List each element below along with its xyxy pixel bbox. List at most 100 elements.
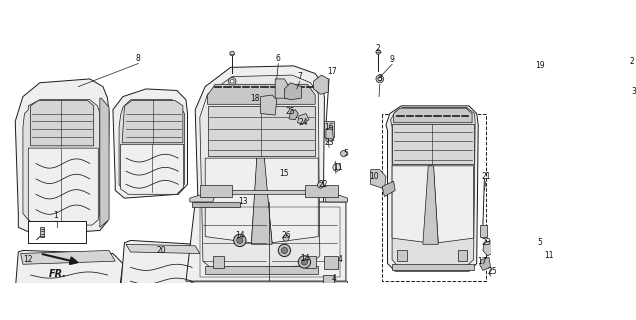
Polygon shape	[480, 257, 490, 270]
Circle shape	[376, 50, 380, 54]
Polygon shape	[207, 106, 315, 156]
Polygon shape	[31, 100, 93, 146]
Polygon shape	[392, 124, 474, 164]
Polygon shape	[323, 275, 334, 287]
Text: 8: 8	[136, 54, 141, 63]
Circle shape	[237, 237, 243, 244]
Circle shape	[621, 88, 628, 96]
Polygon shape	[207, 84, 315, 104]
Polygon shape	[251, 158, 272, 244]
Circle shape	[333, 164, 340, 171]
Polygon shape	[15, 251, 123, 300]
Polygon shape	[213, 256, 224, 268]
Circle shape	[230, 79, 234, 83]
Text: 7: 7	[298, 72, 302, 81]
Polygon shape	[483, 240, 495, 256]
Polygon shape	[489, 266, 498, 277]
Polygon shape	[186, 202, 346, 281]
Polygon shape	[100, 98, 109, 227]
Text: 15: 15	[280, 169, 289, 178]
Circle shape	[376, 75, 384, 83]
Circle shape	[317, 182, 324, 188]
Polygon shape	[20, 251, 115, 264]
Polygon shape	[119, 100, 184, 192]
Circle shape	[233, 234, 246, 247]
Polygon shape	[126, 244, 200, 253]
Circle shape	[340, 150, 347, 156]
Polygon shape	[205, 266, 318, 274]
Polygon shape	[29, 221, 86, 243]
Text: 23: 23	[324, 138, 334, 147]
Polygon shape	[15, 79, 109, 235]
Text: 17: 17	[477, 257, 487, 266]
Text: 11: 11	[333, 163, 343, 172]
Circle shape	[281, 247, 287, 253]
Text: 24: 24	[298, 118, 308, 127]
Polygon shape	[200, 185, 232, 196]
Polygon shape	[324, 256, 338, 269]
Circle shape	[378, 77, 382, 81]
Polygon shape	[382, 181, 395, 196]
Text: 9: 9	[390, 55, 394, 64]
Text: 4: 4	[337, 255, 342, 264]
Circle shape	[283, 235, 289, 241]
Polygon shape	[200, 75, 320, 269]
Text: 6: 6	[276, 54, 280, 63]
Polygon shape	[29, 148, 99, 225]
Text: 25: 25	[487, 267, 497, 276]
Polygon shape	[261, 95, 277, 115]
Text: 18: 18	[251, 94, 260, 103]
Text: 19: 19	[535, 61, 544, 70]
Polygon shape	[289, 110, 298, 120]
Polygon shape	[392, 263, 474, 270]
Circle shape	[230, 51, 235, 56]
Text: 5: 5	[343, 149, 349, 158]
Text: 21: 21	[481, 172, 491, 181]
Polygon shape	[386, 106, 478, 271]
Text: FR.: FR.	[49, 268, 67, 278]
Polygon shape	[265, 158, 318, 243]
Circle shape	[623, 90, 626, 94]
Text: 17: 17	[328, 67, 337, 76]
Polygon shape	[298, 114, 309, 124]
Polygon shape	[205, 158, 257, 243]
Text: 22: 22	[318, 180, 328, 189]
Polygon shape	[305, 185, 338, 196]
Polygon shape	[121, 240, 207, 302]
Polygon shape	[122, 100, 183, 143]
Text: 2: 2	[630, 57, 635, 66]
Polygon shape	[275, 79, 289, 98]
Polygon shape	[190, 190, 347, 202]
Text: 13: 13	[238, 197, 247, 206]
Text: 11: 11	[544, 251, 554, 260]
Circle shape	[537, 240, 545, 248]
Polygon shape	[326, 127, 334, 141]
Text: 20: 20	[156, 246, 166, 255]
Polygon shape	[423, 166, 438, 244]
Text: 23: 23	[481, 238, 491, 247]
Polygon shape	[398, 251, 406, 261]
Polygon shape	[324, 121, 334, 137]
Text: 4: 4	[331, 274, 336, 284]
Circle shape	[621, 64, 625, 68]
Text: 5: 5	[537, 238, 543, 247]
Polygon shape	[23, 100, 100, 223]
Polygon shape	[434, 166, 474, 243]
Text: 14: 14	[300, 254, 310, 263]
Text: 26: 26	[281, 230, 291, 240]
Text: 25: 25	[286, 108, 295, 116]
Text: 10: 10	[370, 172, 379, 181]
Polygon shape	[314, 75, 328, 94]
Circle shape	[301, 259, 307, 265]
Polygon shape	[371, 170, 386, 189]
Text: 3: 3	[631, 87, 636, 97]
Polygon shape	[113, 89, 188, 198]
Text: 2: 2	[376, 44, 380, 53]
Polygon shape	[195, 66, 324, 274]
Text: 14: 14	[235, 230, 245, 240]
Text: 3: 3	[377, 75, 382, 84]
Circle shape	[545, 256, 553, 263]
Polygon shape	[459, 251, 467, 261]
Circle shape	[279, 244, 291, 257]
Polygon shape	[392, 166, 432, 243]
